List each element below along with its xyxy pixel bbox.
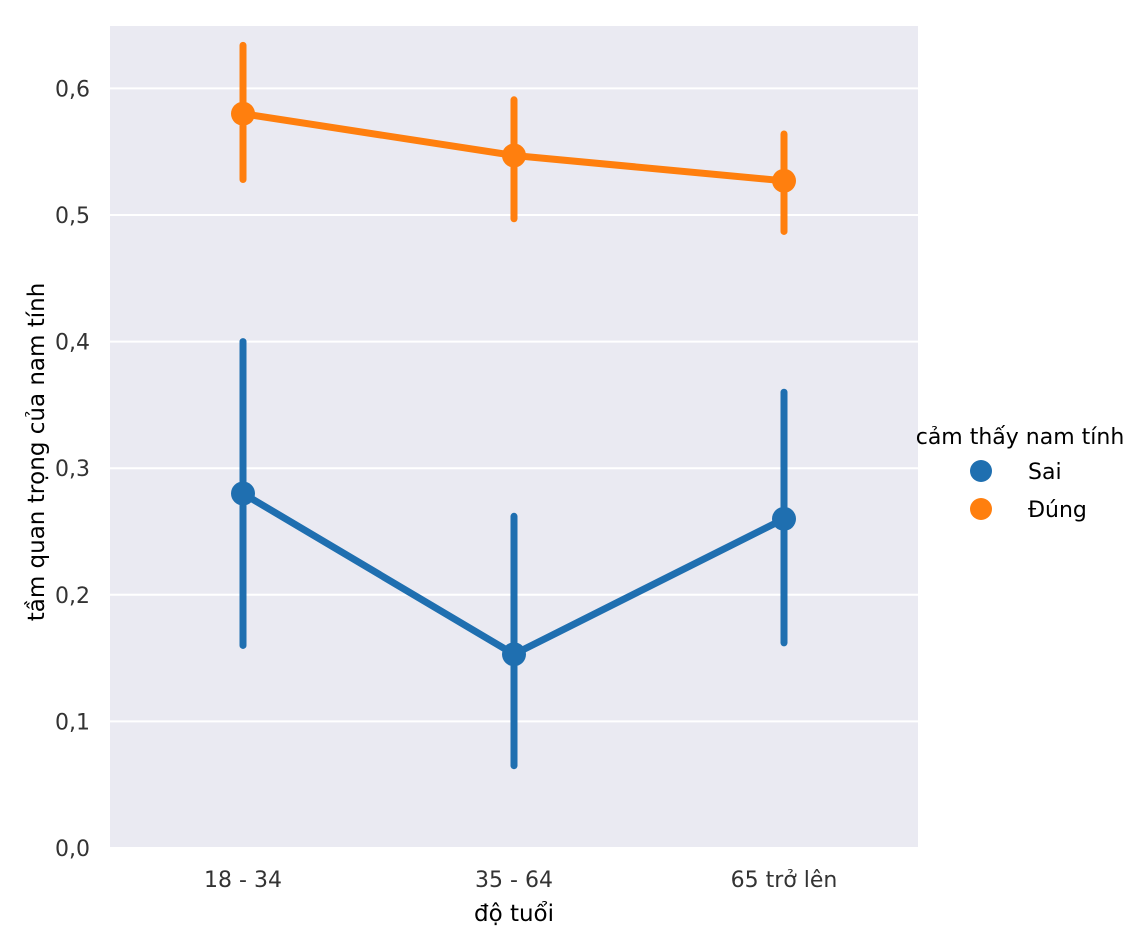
x-ticks: 18 - 34 35 - 64 65 trở lên — [204, 868, 837, 893]
y-ticks: 0,0 0,1 0,2 0,3 0,4 0,5 0,6 — [55, 77, 90, 862]
y-tick-label: 0,2 — [55, 584, 90, 609]
y-tick-label: 0,5 — [55, 204, 90, 229]
data-point — [502, 143, 526, 168]
y-tick-label: 0,6 — [55, 77, 90, 102]
data-point — [772, 506, 796, 531]
y-axis-label: tầm quan trọng của nam tính — [24, 283, 50, 622]
x-tick-label: 35 - 64 — [475, 868, 553, 893]
series-group — [231, 41, 796, 770]
legend-label: Đúng — [1028, 498, 1087, 523]
x-tick-label: 65 trở lên — [731, 868, 838, 893]
legend-label: Sai — [1028, 460, 1062, 485]
data-point — [502, 642, 526, 667]
legend-marker — [970, 460, 992, 482]
y-tick-label: 0,1 — [55, 710, 90, 735]
legend: cảm thấy nam tính Sai Đúng — [916, 425, 1125, 523]
y-tick-label: 0,3 — [55, 457, 90, 482]
legend-marker — [970, 498, 992, 520]
series-2 — [231, 41, 796, 235]
data-point — [231, 101, 255, 126]
y-tick-label: 0,0 — [55, 837, 90, 862]
legend-title: cảm thấy nam tính — [916, 425, 1125, 450]
data-point — [231, 481, 255, 506]
y-tick-label: 0,4 — [55, 331, 90, 356]
data-point — [772, 168, 796, 193]
x-tick-label: 18 - 34 — [204, 868, 282, 893]
x-axis-label: độ tuổi — [474, 901, 554, 927]
series-1 — [231, 338, 796, 770]
